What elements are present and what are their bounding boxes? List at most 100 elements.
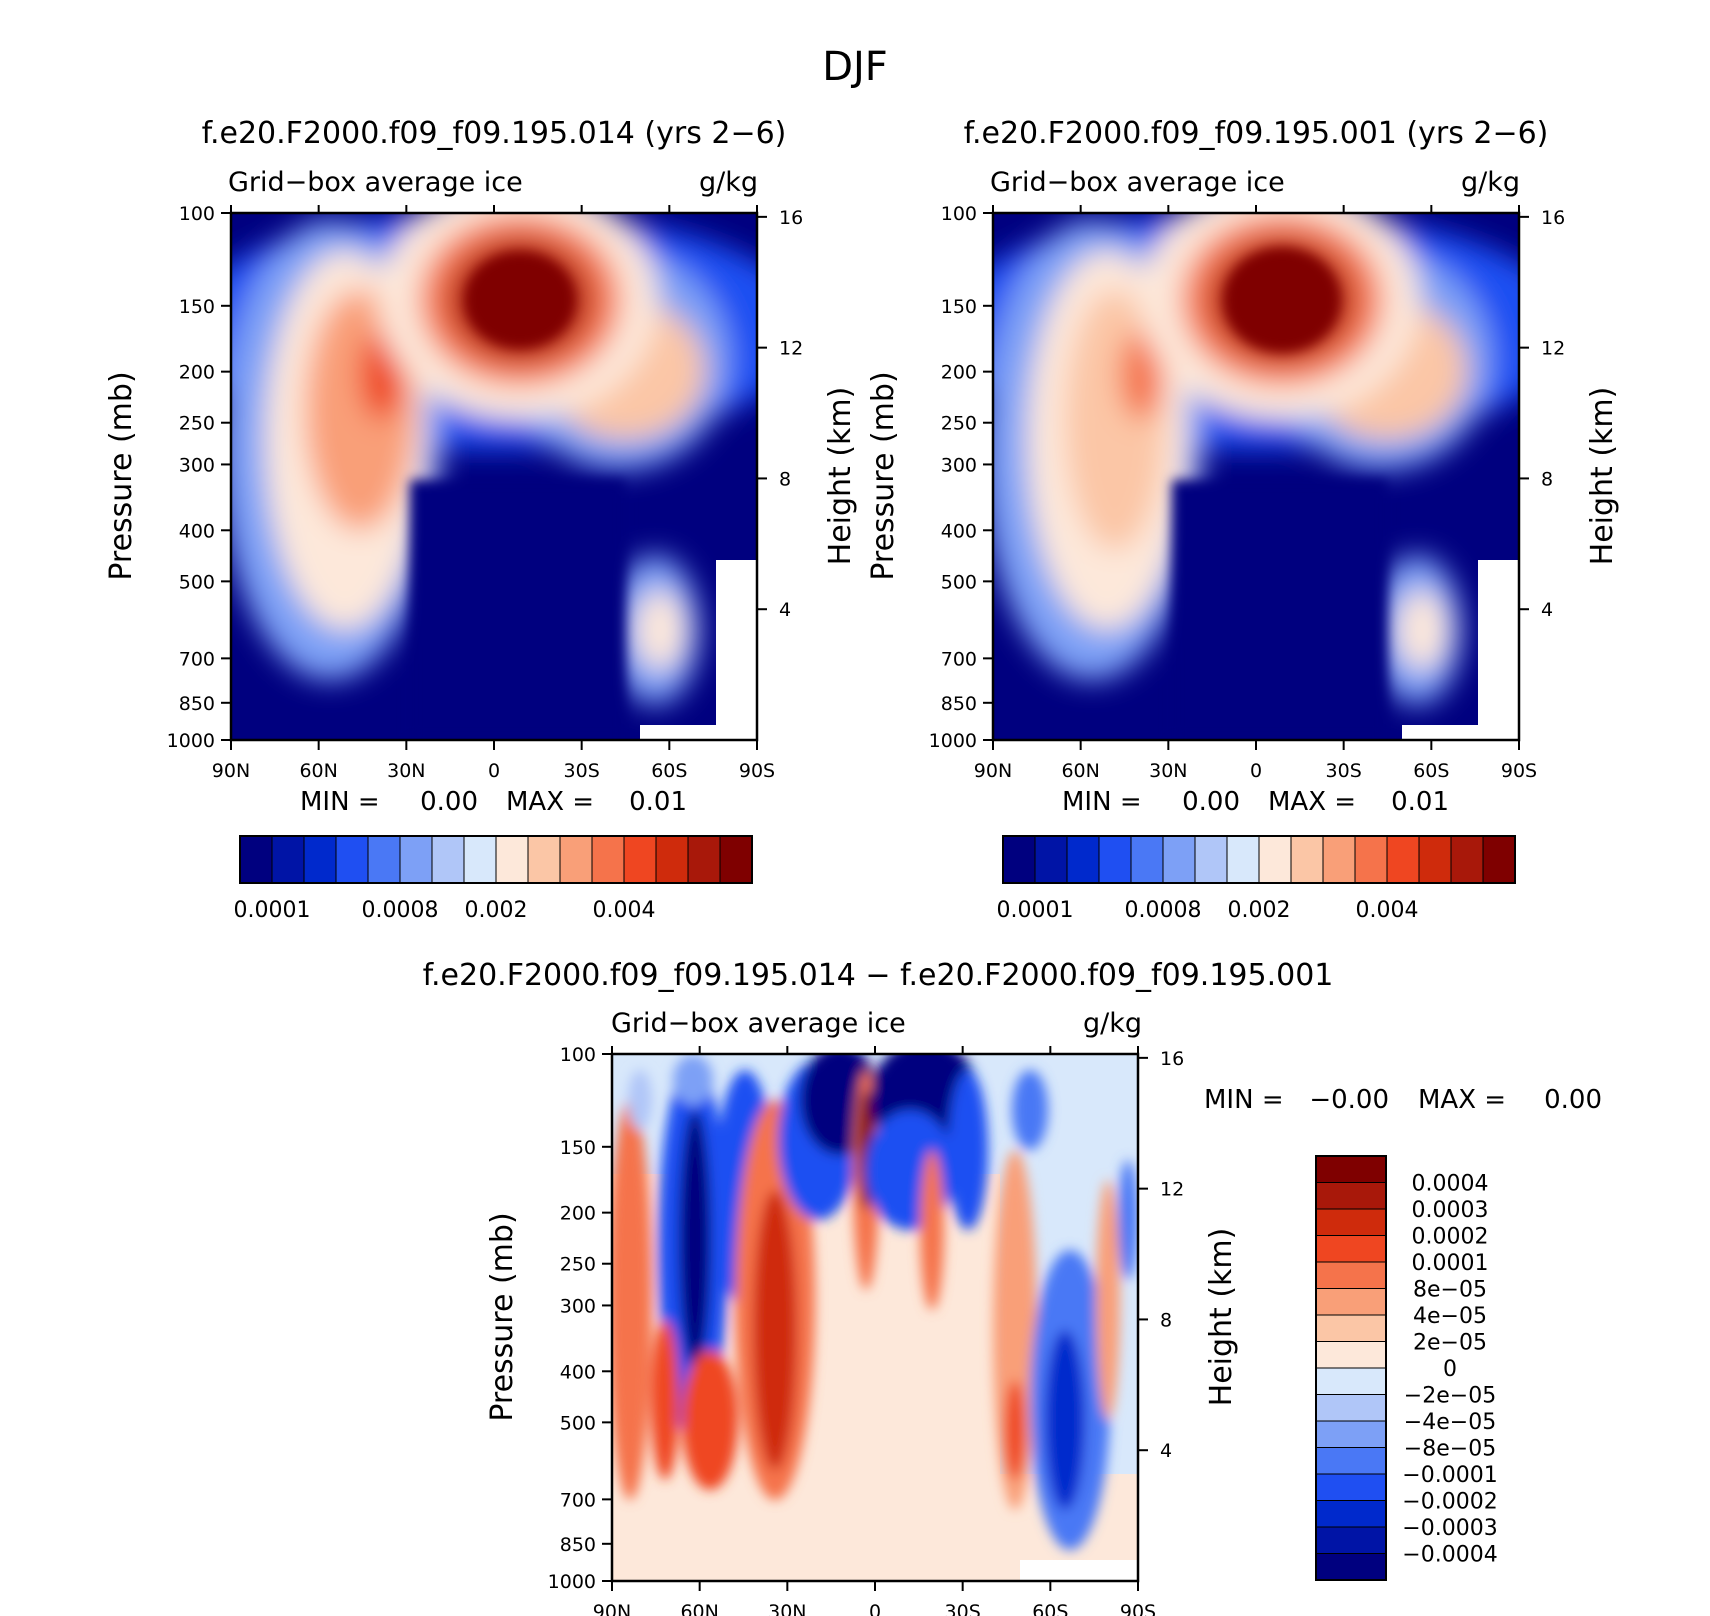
panel-left-ylabel-right: Height (km): [823, 387, 858, 566]
panel-right-max-label: MAX =: [1268, 787, 1356, 817]
y-tick-label: 300: [179, 454, 215, 476]
colorbar-frame: [1315, 1155, 1387, 1581]
y-tick-label: 500: [941, 571, 977, 593]
colorbar-label: 0.0003: [1412, 1198, 1489, 1223]
colorbar-swatch: [496, 836, 529, 883]
colorbar-swatch: [624, 836, 657, 883]
panel-right-ylabel-right: Height (km): [1585, 387, 1620, 566]
x-tick-label: 60S: [1413, 760, 1449, 782]
colorbar-label: 2e−05: [1413, 1331, 1487, 1356]
colorbar-swatch: [368, 836, 401, 883]
colorbar-swatch: [656, 836, 689, 883]
colorbar-swatch: [1316, 1182, 1386, 1210]
colorbar-swatch: [400, 836, 433, 883]
colorbar-swatch: [1195, 836, 1228, 883]
colorbar-label: 0.0004: [1412, 1172, 1489, 1197]
panel-left-variable: Grid−box average ice: [228, 167, 523, 198]
panel-left-field: [231, 213, 757, 740]
colorbar-swatch: [1259, 836, 1292, 883]
y-tick-label: 500: [560, 1412, 596, 1434]
colorbar-label: 0.0001: [234, 898, 311, 923]
sh-85-negative: [1118, 1160, 1138, 1280]
colorbar-swatch: [1316, 1394, 1386, 1422]
y-tick-label: 1000: [548, 1571, 596, 1593]
x-tick-label: 60N: [680, 1601, 718, 1616]
panel-right-ylabel: Pressure (mb): [866, 371, 901, 580]
height-tick-label: 12: [1541, 338, 1565, 360]
panel-diff-field: [612, 1054, 1138, 1581]
colorbar-swatch: [1483, 836, 1516, 883]
panel-diff: f.e20.F2000.f09_f09.195.014 − f.e20.F200…: [423, 958, 1602, 1616]
x-tick-label: 60S: [651, 760, 687, 782]
colorbar-swatch: [1316, 1235, 1386, 1263]
x-tick-label: 0: [1250, 760, 1262, 782]
sh-50-positive-core: [1005, 1380, 1025, 1480]
panel-left-title: f.e20.F2000.f09_f09.195.014 (yrs 2−6): [202, 116, 787, 151]
colorbar-label: −0.0001: [1402, 1463, 1497, 1488]
nh-column-core: [1120, 330, 1164, 420]
colorbar-swatch: [1355, 836, 1388, 883]
panel-right-variable: Grid−box average ice: [990, 167, 1285, 198]
colorbar-label: 0.0008: [362, 898, 439, 923]
x-tick-label: 90S: [739, 760, 775, 782]
panel-diff-units: g/kg: [1083, 1008, 1142, 1039]
x-tick-label: 90N: [212, 760, 250, 782]
sh-20-positive: [920, 1150, 944, 1310]
colorbar-swatch: [1291, 836, 1324, 883]
y-tick-label: 300: [941, 454, 977, 476]
panel-right-title: f.e20.F2000.f09_f09.195.001 (yrs 2−6): [964, 116, 1549, 151]
missing-data-pole: [716, 560, 757, 740]
colorbar-label: 0.002: [465, 898, 528, 923]
colorbar-label: −0.0003: [1402, 1516, 1497, 1541]
colorbar-label: 0.0001: [1412, 1251, 1489, 1276]
y-tick-label: 100: [560, 1044, 596, 1066]
y-tick-label: 700: [179, 648, 215, 670]
y-tick-label: 200: [179, 362, 215, 384]
colorbar-label: 8e−05: [1413, 1278, 1487, 1303]
colorbar-swatch: [1316, 1156, 1386, 1183]
colorbar-swatch: [304, 836, 337, 883]
y-tick-label: 850: [560, 1534, 596, 1556]
nh-75-negative-upper: [628, 1070, 652, 1130]
panel-left-axes: 100 150 200 250 300 400 500 700 850 1000 90N 60N 30N…: [167, 203, 804, 782]
colorbar-swatch: [1131, 836, 1164, 883]
colorbar-swatch: [1387, 836, 1420, 883]
panel-right-axes: 100 150 200 250 300 400 500 700 850 1000 90N 60N 30N…: [929, 203, 1566, 782]
height-tick-label: 4: [779, 599, 791, 621]
missing-data-pole: [1478, 560, 1519, 740]
colorbar-swatch: [1316, 1500, 1386, 1528]
panel-right-colorbar: 0.0001 0.0008 0.002 0.004: [997, 835, 1516, 923]
x-tick-label: 60N: [299, 760, 337, 782]
colorbar-swatch: [1316, 1262, 1386, 1289]
y-tick-label: 250: [941, 413, 977, 435]
y-tick-label: 500: [179, 571, 215, 593]
colorbar-swatch: [1316, 1421, 1386, 1448]
panel-diff-max-label: MAX =: [1418, 1085, 1506, 1115]
trop-core: [465, 252, 575, 348]
colorbar-swatch: [1419, 836, 1452, 883]
height-tick-label: 16: [1541, 207, 1565, 229]
colorbar-label: 0.002: [1228, 898, 1291, 923]
y-tick-label: 400: [941, 520, 977, 542]
panel-right: f.e20.F2000.f09_f09.195.001 (yrs 2−6) Gr…: [866, 116, 1620, 923]
panel-left-min-value: 0.00: [420, 787, 478, 817]
colorbar-swatch: [1316, 1315, 1386, 1342]
colorbar-swatch: [336, 836, 369, 883]
x-tick-label: 90S: [1501, 760, 1537, 782]
y-tick-label: 200: [941, 362, 977, 384]
colorbar-label: −0.0002: [1402, 1490, 1497, 1515]
y-tick-label: 250: [560, 1254, 596, 1276]
colorbar-swatch: [1451, 836, 1484, 883]
lower-trop-block: [410, 480, 625, 740]
colorbar-label: −0.0004: [1402, 1543, 1497, 1568]
height-tick-label: 16: [779, 207, 803, 229]
nh-60-negative-upper: [673, 1055, 713, 1105]
panel-diff-min-value: −0.00: [1309, 1085, 1389, 1115]
panel-right-field: [993, 213, 1519, 740]
x-tick-label: 0: [869, 1601, 881, 1616]
diff-blobs: [612, 1054, 1138, 1550]
x-tick-label: 30N: [768, 1601, 806, 1616]
height-tick-label: 4: [1160, 1440, 1172, 1462]
panel-diff-ylabel-right: Height (km): [1204, 1228, 1239, 1407]
